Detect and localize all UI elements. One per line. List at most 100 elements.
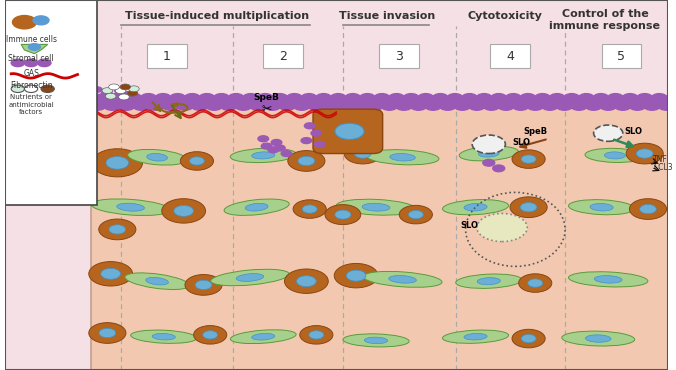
Circle shape	[337, 101, 354, 110]
Circle shape	[272, 94, 288, 102]
Ellipse shape	[364, 337, 387, 344]
Ellipse shape	[91, 199, 170, 215]
Circle shape	[118, 101, 135, 110]
Ellipse shape	[245, 204, 268, 211]
Circle shape	[12, 16, 37, 29]
Circle shape	[666, 94, 676, 102]
Circle shape	[644, 101, 660, 110]
Circle shape	[117, 95, 126, 101]
Ellipse shape	[477, 278, 500, 285]
Ellipse shape	[604, 152, 625, 159]
Circle shape	[103, 90, 112, 95]
Circle shape	[105, 93, 116, 99]
Circle shape	[115, 88, 124, 93]
Circle shape	[518, 274, 552, 292]
Ellipse shape	[562, 331, 635, 346]
Ellipse shape	[362, 203, 390, 211]
Circle shape	[571, 101, 587, 110]
Circle shape	[520, 94, 536, 102]
Circle shape	[189, 157, 204, 165]
Circle shape	[410, 101, 427, 110]
Circle shape	[510, 197, 547, 218]
Circle shape	[403, 94, 419, 102]
Circle shape	[220, 101, 237, 110]
Circle shape	[302, 205, 317, 213]
Circle shape	[101, 91, 111, 96]
Circle shape	[258, 136, 268, 142]
Circle shape	[535, 94, 550, 102]
Ellipse shape	[146, 278, 168, 285]
Circle shape	[99, 219, 136, 240]
Circle shape	[119, 94, 129, 100]
Circle shape	[322, 101, 339, 110]
Text: 1: 1	[163, 50, 171, 63]
Text: SLO: SLO	[460, 221, 478, 230]
Circle shape	[297, 276, 316, 287]
Circle shape	[304, 123, 315, 129]
Circle shape	[311, 130, 322, 136]
Ellipse shape	[443, 330, 508, 343]
Text: SLO: SLO	[625, 127, 643, 136]
Circle shape	[99, 328, 116, 338]
Circle shape	[549, 94, 565, 102]
Circle shape	[106, 95, 116, 101]
Circle shape	[93, 87, 102, 92]
Circle shape	[614, 101, 631, 110]
Circle shape	[293, 101, 310, 110]
Ellipse shape	[130, 330, 197, 343]
Circle shape	[528, 279, 543, 287]
Circle shape	[89, 262, 132, 286]
Text: 2: 2	[279, 50, 287, 63]
Circle shape	[185, 94, 200, 102]
Circle shape	[608, 94, 623, 102]
Circle shape	[174, 205, 193, 216]
Circle shape	[506, 94, 521, 102]
Circle shape	[120, 84, 130, 90]
Ellipse shape	[337, 199, 416, 215]
Circle shape	[274, 145, 285, 151]
Circle shape	[214, 94, 229, 102]
Text: 5: 5	[617, 50, 625, 63]
Circle shape	[651, 94, 667, 102]
Ellipse shape	[236, 273, 264, 282]
Circle shape	[527, 101, 544, 110]
Circle shape	[639, 204, 656, 214]
Circle shape	[334, 263, 378, 288]
Ellipse shape	[443, 199, 508, 215]
Circle shape	[512, 329, 545, 348]
Text: Tissue invasion: Tissue invasion	[339, 11, 435, 21]
Text: Stromal cell: Stromal cell	[8, 54, 54, 63]
Circle shape	[112, 94, 120, 99]
Text: Nutrients or
antimicrobial
factors: Nutrients or antimicrobial factors	[8, 94, 54, 115]
FancyBboxPatch shape	[147, 44, 187, 68]
Circle shape	[498, 101, 514, 110]
Circle shape	[477, 213, 527, 242]
Text: Control of the
immune response: Control of the immune response	[550, 9, 660, 31]
Circle shape	[418, 94, 434, 102]
Circle shape	[400, 205, 433, 224]
Text: Fibronectin: Fibronectin	[9, 81, 53, 90]
Circle shape	[521, 155, 536, 163]
Circle shape	[314, 141, 325, 147]
Circle shape	[352, 101, 368, 110]
Circle shape	[521, 334, 536, 343]
Circle shape	[408, 211, 423, 219]
Circle shape	[439, 101, 456, 110]
Circle shape	[101, 268, 120, 279]
Ellipse shape	[128, 149, 187, 165]
Text: SpeB: SpeB	[254, 93, 279, 102]
Circle shape	[491, 94, 507, 102]
Ellipse shape	[147, 154, 168, 161]
Text: TNF: TNF	[653, 155, 668, 164]
Circle shape	[309, 331, 324, 339]
Circle shape	[281, 151, 292, 157]
Circle shape	[38, 59, 51, 67]
Circle shape	[299, 326, 333, 344]
Ellipse shape	[343, 334, 409, 347]
Circle shape	[33, 16, 49, 25]
Circle shape	[271, 139, 282, 145]
Circle shape	[594, 125, 623, 141]
Circle shape	[316, 94, 332, 102]
FancyBboxPatch shape	[379, 44, 419, 68]
Circle shape	[102, 88, 113, 94]
